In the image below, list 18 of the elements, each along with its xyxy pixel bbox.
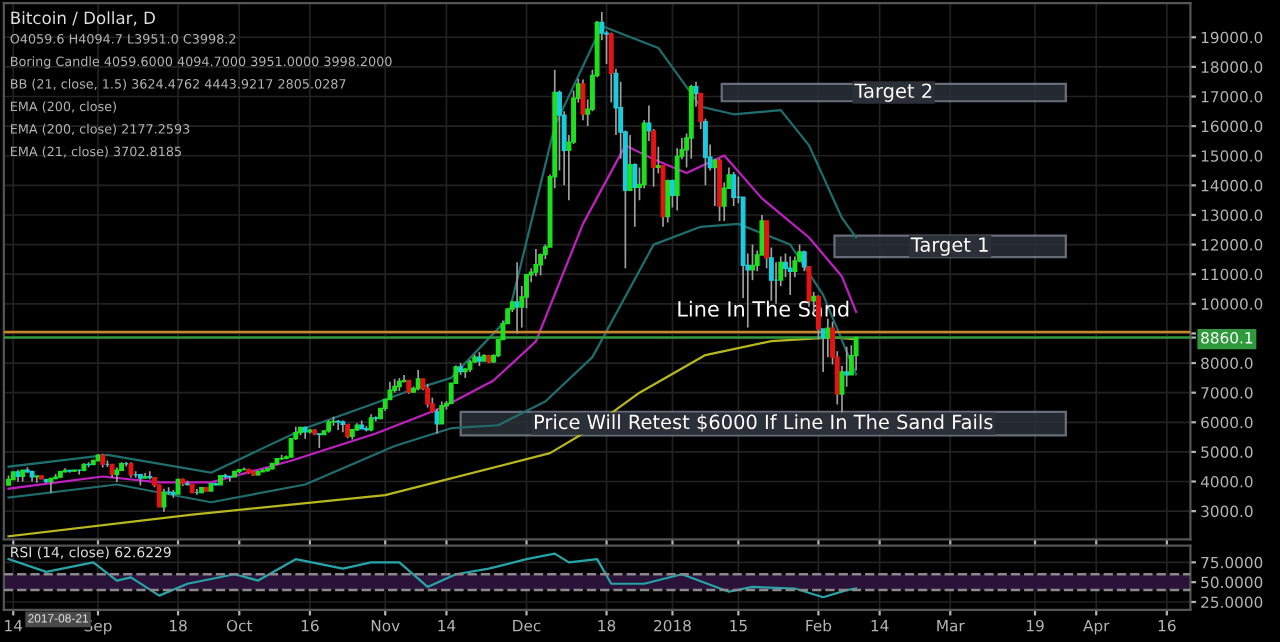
candlestick [533, 248, 539, 278]
band-label: Target 1 [910, 237, 988, 256]
candlestick [717, 157, 723, 222]
band-label: Target 2 [854, 83, 932, 102]
candlestick [721, 181, 727, 222]
candlestick [161, 487, 167, 513]
candlestick [731, 171, 737, 207]
candlestick [768, 246, 774, 302]
candlestick [702, 117, 708, 187]
candlestick [853, 335, 859, 372]
band-label: Price Will Retest $6000 If Line In The Sand Fails [534, 414, 993, 432]
candlestick [538, 252, 544, 277]
candlestick [425, 382, 431, 409]
chart-title: Bitcoin / Dollar, D [11, 11, 155, 26]
candlestick [514, 261, 520, 335]
candlestick [335, 419, 341, 431]
candlestick [665, 178, 671, 224]
candlestick [316, 432, 322, 449]
